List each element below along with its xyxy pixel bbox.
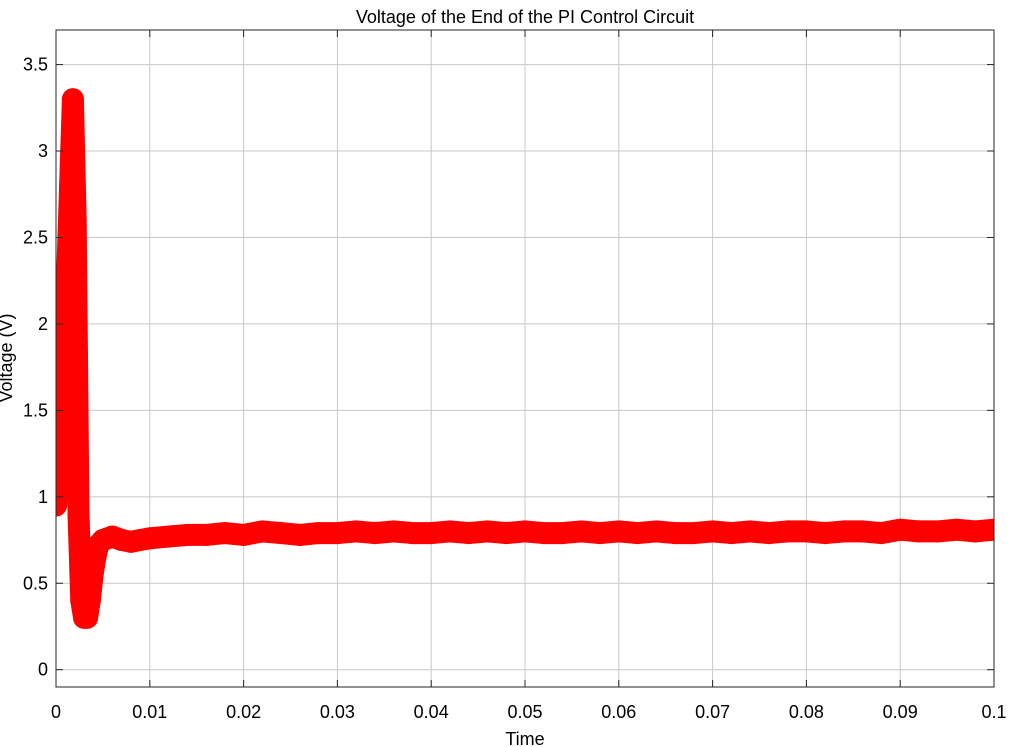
data-point: [56, 468, 70, 491]
data-point: [307, 522, 330, 545]
data-point: [476, 520, 499, 543]
data-point: [138, 527, 161, 550]
data-point: [570, 520, 593, 543]
data-point: [56, 347, 76, 370]
x-tick-label: 0.03: [320, 702, 355, 722]
data-point: [795, 520, 818, 543]
data-point: [345, 520, 368, 543]
x-tick-label: 0.1: [981, 702, 1006, 722]
x-tick-label: 0.08: [789, 702, 824, 722]
data-point: [157, 525, 180, 548]
data-point: [607, 520, 630, 543]
data-point: [363, 522, 386, 545]
data-point: [851, 520, 874, 543]
data-point: [56, 261, 79, 284]
data-point: [270, 522, 293, 545]
data-point: [701, 520, 724, 543]
y-tick-label: 2: [38, 314, 48, 334]
data-point: [64, 209, 87, 232]
data-point: [870, 522, 893, 545]
data-point: [945, 518, 968, 541]
y-tick-label: 2.5: [23, 227, 48, 247]
data-point: [889, 518, 912, 541]
data-point: [832, 520, 855, 543]
data-point: [382, 520, 405, 543]
data-point: [401, 522, 424, 545]
data-point: [551, 522, 574, 545]
y-tick-label: 0.5: [23, 573, 48, 593]
data-point: [720, 522, 743, 545]
chart-title: Voltage of the End of the PI Control Cir…: [356, 7, 694, 27]
data-point: [757, 522, 780, 545]
series-layer: [56, 88, 994, 629]
data-point: [232, 523, 255, 546]
data-point: [326, 522, 349, 545]
data-point: [739, 520, 762, 543]
data-point: [176, 523, 199, 546]
data-point: [288, 523, 311, 546]
data-point: [495, 522, 518, 545]
data-point: [645, 520, 668, 543]
data-point: [964, 520, 987, 543]
x-tick-label: 0.02: [226, 702, 261, 722]
data-point: [664, 522, 687, 545]
x-tick-label: 0.09: [883, 702, 918, 722]
data-point: [589, 522, 611, 545]
grid: [56, 30, 994, 687]
data-point: [983, 518, 994, 541]
data-point: [626, 522, 649, 545]
data-point: [59, 174, 82, 197]
x-tick-label: 0.04: [414, 702, 449, 722]
data-point: [56, 416, 73, 439]
data-point: [926, 520, 949, 543]
data-point: [814, 522, 837, 545]
x-tick-label: 0.06: [601, 702, 636, 722]
y-tick-label: 3.5: [23, 55, 48, 75]
x-tick-label: 0: [51, 702, 61, 722]
y-tick-label: 1: [38, 487, 48, 507]
data-point: [532, 522, 555, 545]
data-point: [514, 520, 536, 543]
data-point: [61, 88, 84, 111]
data-point: [439, 520, 461, 543]
data-point: [195, 523, 218, 546]
ticks: 0 0.01 0.02 0.03 0.04 0.05 0.06 0.07 0.08 0.09 0.1…: [23, 30, 1007, 722]
data-point: [420, 522, 443, 545]
data-point: [251, 520, 274, 543]
data-point: [78, 589, 101, 612]
data-point: [67, 503, 90, 526]
data-point: [682, 522, 705, 545]
y-tick-label: 3: [38, 141, 48, 161]
x-axis-label: Time: [505, 729, 544, 747]
data-point: [213, 522, 236, 545]
data-point: [76, 606, 98, 629]
x-tick-label: 0.05: [507, 702, 542, 722]
x-tick-label: 0.01: [132, 702, 167, 722]
y-tick-label: 1.5: [23, 400, 48, 420]
data-point: [457, 522, 480, 545]
x-tick-label: 0.07: [695, 702, 730, 722]
y-tick-label: 0: [38, 660, 48, 680]
y-axis-label: Voltage (V): [0, 313, 16, 402]
data-point: [81, 563, 104, 586]
data-point: [908, 520, 930, 543]
data-point: [56, 494, 67, 517]
data-point: [776, 520, 799, 543]
